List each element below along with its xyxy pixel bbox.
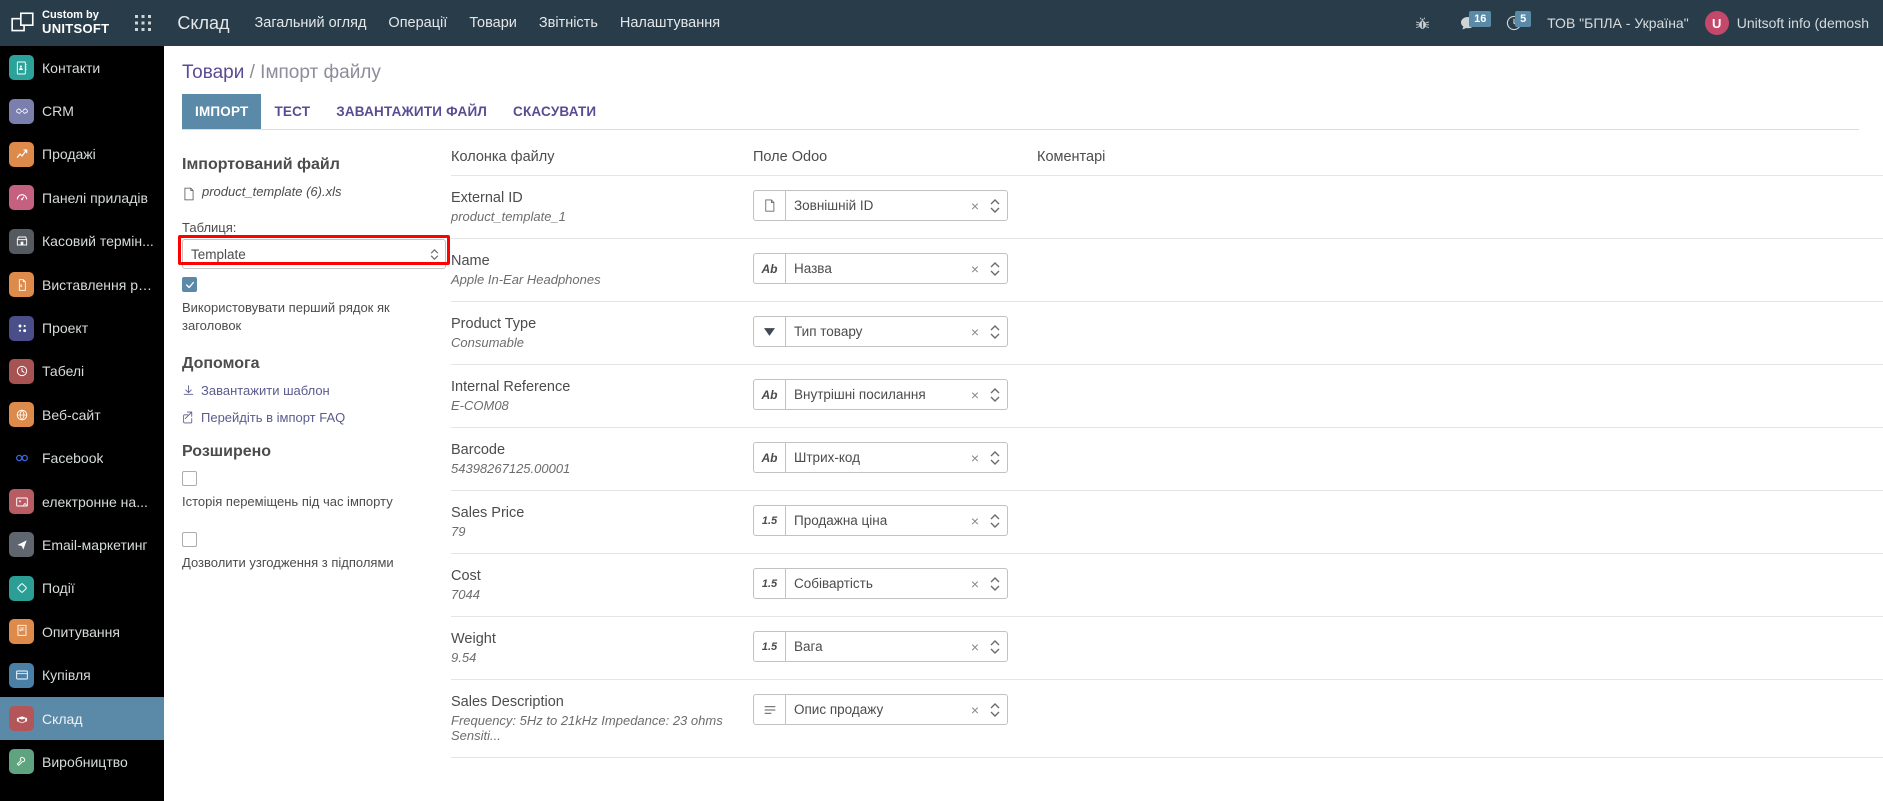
svg-text:$: $ bbox=[20, 283, 23, 288]
